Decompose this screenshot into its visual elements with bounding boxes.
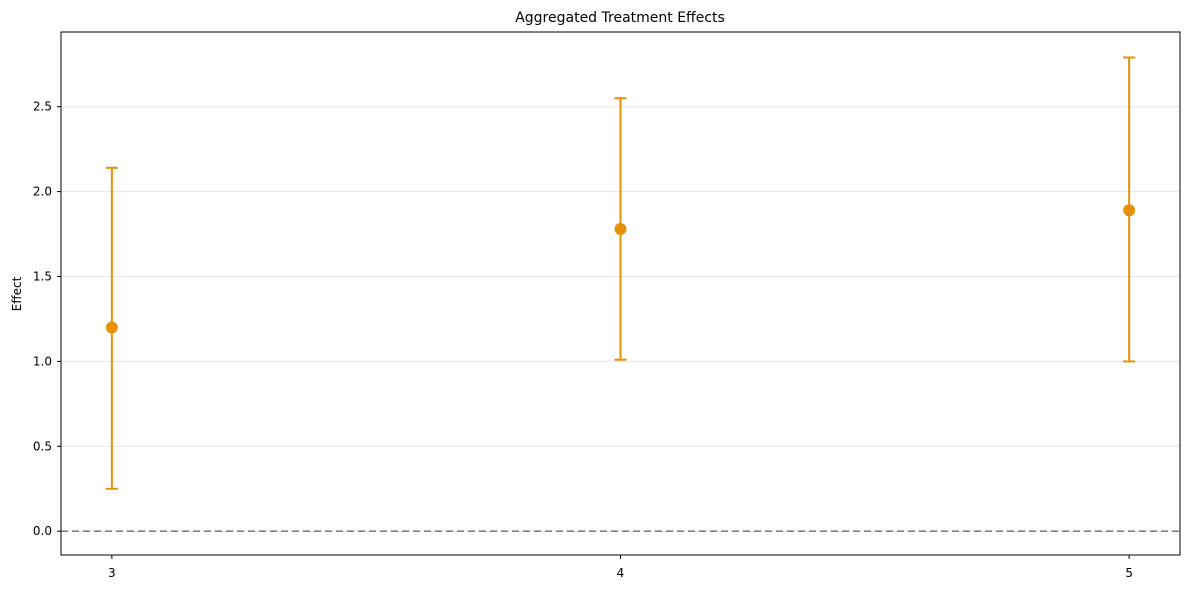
x-tick-label: 3 xyxy=(108,566,116,580)
y-tick-label: 1.0 xyxy=(33,354,52,368)
y-tick-label: 2.5 xyxy=(33,100,52,114)
y-tick-label: 1.5 xyxy=(33,270,52,284)
error-bar-series xyxy=(105,56,1136,490)
x-axis: 3 4 5 xyxy=(108,555,1133,580)
x-tick-label: 4 xyxy=(617,566,625,580)
y-tick-label: 2.0 xyxy=(33,185,52,199)
data-point xyxy=(614,222,627,235)
data-point xyxy=(1123,204,1136,217)
data-point xyxy=(105,321,118,334)
chart-title: Aggregated Treatment Effects xyxy=(515,10,725,26)
y-tick-label: 0.5 xyxy=(33,439,52,453)
y-axis-label: Effect xyxy=(10,276,24,311)
y-tick-label: 0.0 xyxy=(33,524,52,538)
x-tick-label: 5 xyxy=(1125,566,1133,580)
y-axis: 0.0 0.5 1.0 1.5 2.0 2.5 xyxy=(33,100,61,538)
